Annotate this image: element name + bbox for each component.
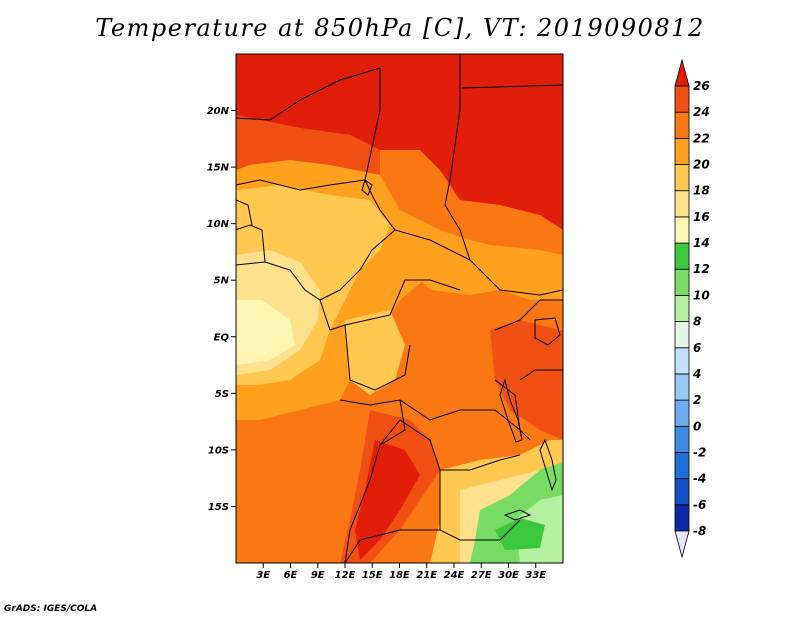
colorbar-bin-3 <box>674 425 690 453</box>
grads-credit: GrADS: IGES/COLA <box>4 604 98 614</box>
colorbar-over-triangle <box>674 58 690 87</box>
lon-tick-label-2: 9E <box>311 570 325 581</box>
lon-tick-label-4: 15E <box>362 570 383 581</box>
lon-tick-label-7: 24E <box>444 570 465 581</box>
colorbar-bin-6 <box>674 347 690 375</box>
lat-tick-label-3: 5N <box>214 276 230 287</box>
lakes <box>361 179 561 521</box>
colorbar-label-5: 2 <box>693 393 701 407</box>
colorbar-bin-14 <box>674 137 690 165</box>
field-region-gulf-cooler <box>236 300 295 365</box>
colorbar-label-13: 18 <box>693 184 710 198</box>
lake-malawi <box>539 438 557 492</box>
colorbar-bin-8 <box>674 295 690 322</box>
colorbar-bin-0 <box>674 504 690 532</box>
field-region-southeast-darkgreen <box>495 518 545 550</box>
lat-tick-label-2: 10N <box>207 219 230 230</box>
colorbar-bin-10 <box>674 242 690 270</box>
lon-tick-label-9: 30E <box>498 570 519 581</box>
colorbar-bin-2 <box>674 452 690 480</box>
colorbar-label-12: 16 <box>693 210 710 224</box>
colorbar-bin-5 <box>674 373 690 401</box>
colorbar-label-14: 20 <box>693 158 710 172</box>
temperature-field <box>236 54 563 563</box>
colorbar-bin-7 <box>674 321 690 349</box>
lon-tick-label-5: 18E <box>389 570 410 581</box>
field-region-congo-mild <box>345 310 405 395</box>
colorbar-label-17: 26 <box>693 79 710 93</box>
colorbar-under-triangle <box>674 530 690 559</box>
colorbar-label-0: -8 <box>693 524 706 538</box>
colorbar-label-8: 8 <box>693 315 701 329</box>
chart-title: Temperature at 850hPa [C], VT: 201909081… <box>95 14 705 42</box>
lake-victoria <box>534 317 561 346</box>
colorbar-label-16: 24 <box>693 105 710 119</box>
lake-kariba <box>503 509 532 521</box>
colorbar-bin-16 <box>674 85 690 113</box>
lat-tick-label-6: 10S <box>208 445 229 456</box>
lake-chad <box>361 179 373 196</box>
colorbar-label-10: 12 <box>693 262 710 276</box>
colorbar-label-4: 0 <box>693 419 701 433</box>
lon-tick-label-6: 21E <box>416 570 437 581</box>
colorbar-label-11: 14 <box>693 236 710 250</box>
colorbar-bin-12 <box>674 190 690 218</box>
lat-tick-label-0: 20N <box>207 106 230 117</box>
colorbar-bin-4 <box>674 399 690 427</box>
map-axes: 3E 6E 9E 12E 15E 18E 21E 24E 27E 30E 33E 20N 15N 10N 5… <box>207 106 547 581</box>
field-region-east-hot <box>490 320 563 440</box>
colorbar-label-7: 6 <box>693 341 701 355</box>
lon-tick-label-8: 27E <box>471 570 492 581</box>
lon-tick-label-3: 12E <box>335 570 356 581</box>
lat-tick-label-4: EQ <box>214 332 230 343</box>
colorbar-bin-11 <box>674 216 690 244</box>
colorbar-label-6: 4 <box>692 367 701 381</box>
field-region-south-hotter <box>355 440 420 560</box>
lake-tanganyika <box>499 378 523 443</box>
colorbar-bin-1 <box>674 478 690 506</box>
colorbar-label-1: -6 <box>693 498 706 512</box>
colorbar-label-15: 22 <box>693 131 710 145</box>
colorbar-label-9: 10 <box>693 288 710 302</box>
lon-tick-label-0: 3E <box>256 570 270 581</box>
colorbar-bin-15 <box>674 111 690 139</box>
field-region-north-hot <box>236 54 563 230</box>
colorbar-label-2: -4 <box>693 472 706 486</box>
colorbar-label-3: -2 <box>693 445 706 459</box>
lat-tick-label-5: 5S <box>215 389 229 400</box>
lat-tick-label-1: 15N <box>207 163 230 174</box>
field-region-northwest-hot <box>236 115 380 175</box>
country-borders <box>236 54 563 563</box>
colorbar-bin-9 <box>674 268 690 296</box>
colorbar-bin-13 <box>674 164 690 192</box>
lon-tick-label-10: 33E <box>525 570 546 581</box>
lon-tick-label-1: 6E <box>284 570 298 581</box>
lat-tick-label-7: 15S <box>208 502 229 513</box>
